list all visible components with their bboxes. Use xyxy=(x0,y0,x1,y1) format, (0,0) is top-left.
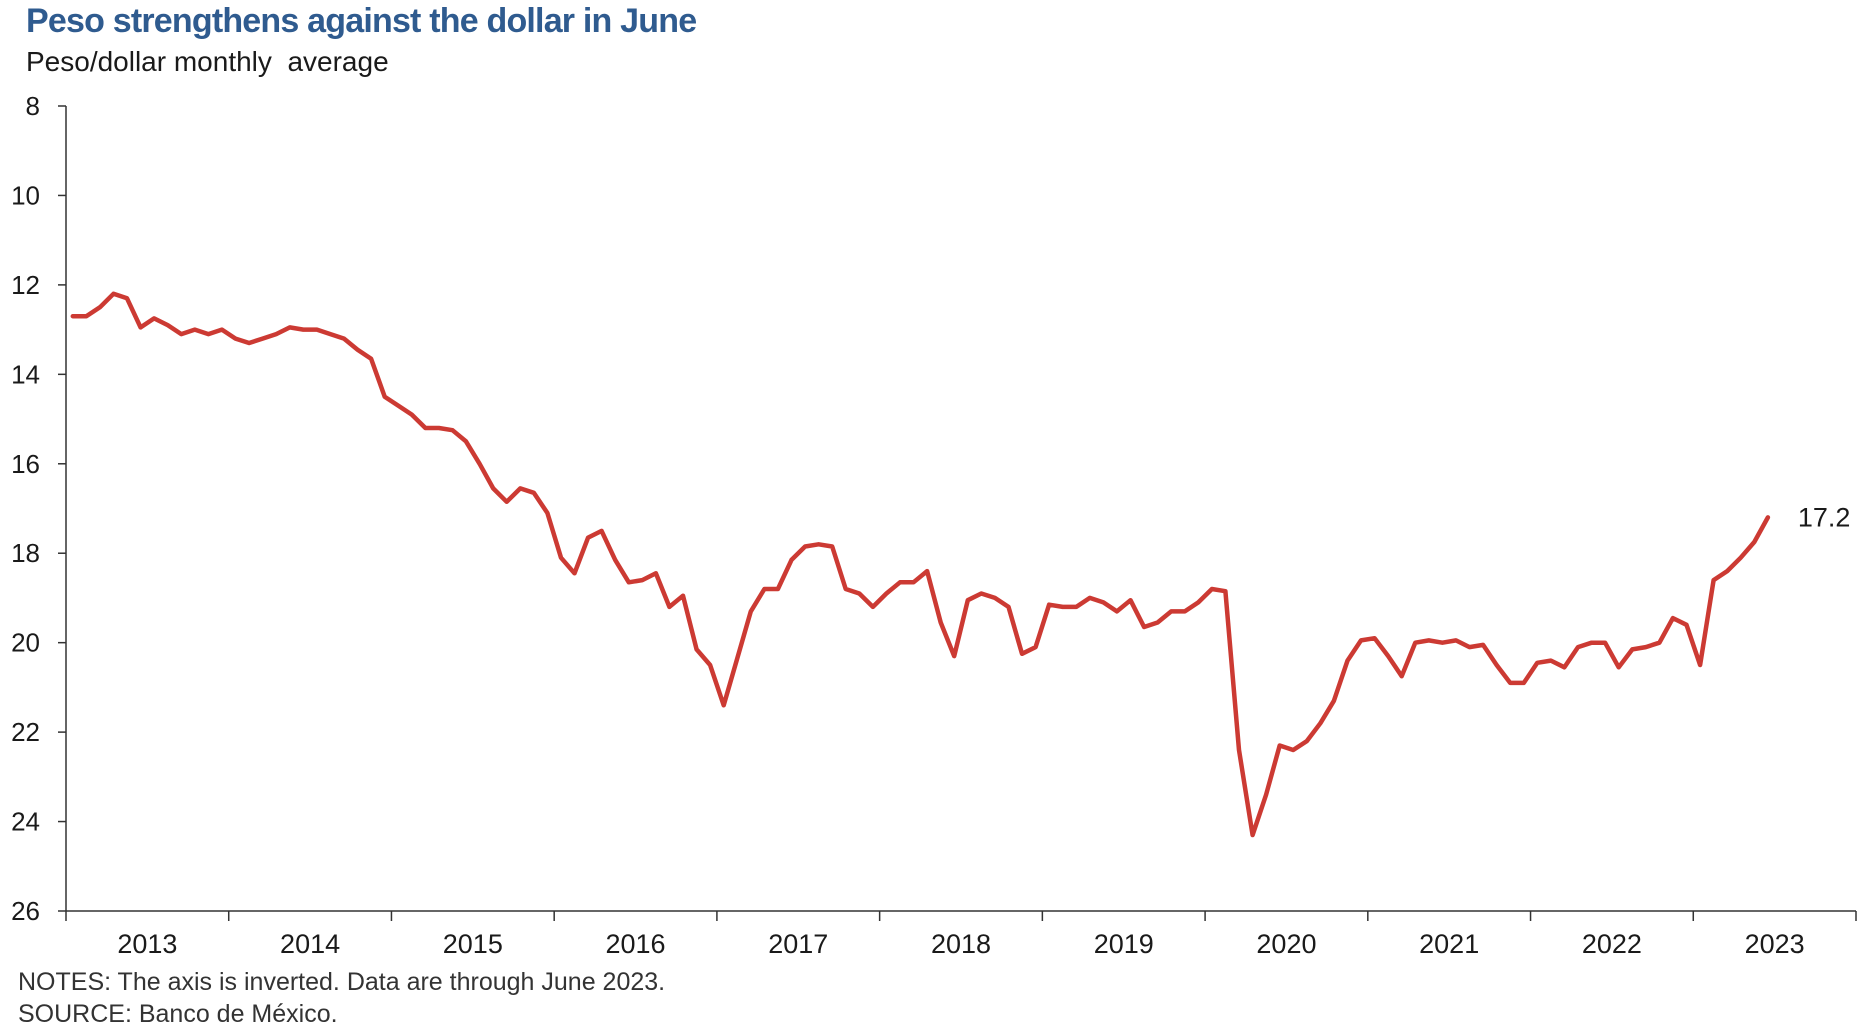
y-tick-label: 24 xyxy=(11,807,40,837)
series-line-peso-dollar xyxy=(70,291,1771,838)
chart-title: Peso strengthens against the dollar in J… xyxy=(26,2,697,40)
x-tick-label: 2020 xyxy=(1256,929,1316,959)
y-tick-label: 16 xyxy=(11,449,40,479)
chart-source: SOURCE: Banco de México. xyxy=(18,1000,338,1028)
x-tick-label: 2016 xyxy=(606,929,666,959)
x-tick-label: 2018 xyxy=(931,929,991,959)
x-tick-label: 2017 xyxy=(768,929,828,959)
y-tick-label: 26 xyxy=(11,896,40,926)
chart-notes: NOTES: The axis is inverted. Data are th… xyxy=(18,968,666,996)
x-tick-label: 2014 xyxy=(280,929,340,959)
y-tick-label: 20 xyxy=(11,628,40,658)
x-tick-label: 2021 xyxy=(1419,929,1479,959)
y-tick-label: 8 xyxy=(26,91,40,121)
chart-subtitle: Peso/dollar monthly average xyxy=(26,46,389,77)
x-tick-label: 2023 xyxy=(1745,929,1805,959)
end-value-label: 17.2 xyxy=(1798,502,1851,532)
x-tick-label: 2022 xyxy=(1582,929,1642,959)
y-tick-label: 18 xyxy=(11,538,40,568)
y-tick-label: 22 xyxy=(11,717,40,747)
x-tick-label: 2019 xyxy=(1094,929,1154,959)
y-tick-label: 12 xyxy=(11,270,40,300)
x-tick-label: 2015 xyxy=(443,929,503,959)
y-tick-label: 10 xyxy=(11,180,40,210)
x-tick-label: 2013 xyxy=(117,929,177,959)
y-tick-label: 14 xyxy=(11,359,40,389)
chart-plot-area: 17.2 xyxy=(70,291,1851,838)
